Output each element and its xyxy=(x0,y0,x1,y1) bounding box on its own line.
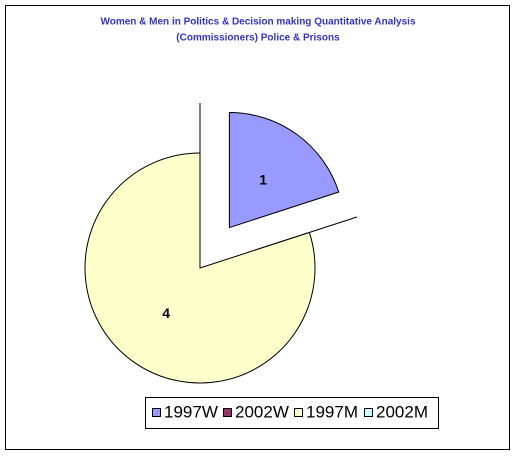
legend-label: 2002M xyxy=(376,402,428,421)
legend-label: 2002W xyxy=(235,402,289,421)
legend-label: 1997M xyxy=(306,402,358,421)
legend-swatch xyxy=(223,408,232,417)
legend-swatch xyxy=(364,408,373,417)
legend-swatch xyxy=(152,408,161,417)
pie-slice xyxy=(84,152,316,384)
legend xyxy=(145,397,439,429)
legend-swatch xyxy=(294,408,303,417)
legend-label: 1997W xyxy=(164,402,218,421)
pie-slice xyxy=(228,112,340,229)
chart-title: (Commissioners) Police & Prisons xyxy=(176,33,340,44)
data-label: 4 xyxy=(162,305,170,321)
chart-frame xyxy=(5,5,510,450)
chart-title: Women & Men in Politics & Decision makin… xyxy=(100,17,416,28)
data-label: 1 xyxy=(259,172,267,188)
